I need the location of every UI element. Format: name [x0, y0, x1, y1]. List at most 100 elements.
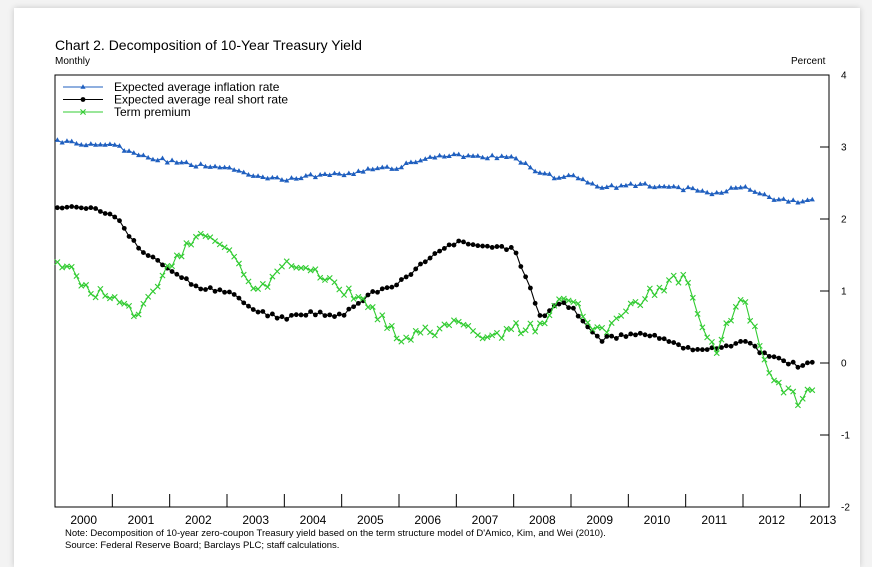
data-point	[523, 160, 529, 166]
legend-entry: Expected average inflation rate	[63, 80, 280, 94]
data-point	[393, 335, 400, 342]
data-point	[279, 177, 285, 182]
data-point	[642, 332, 648, 338]
data-point	[666, 184, 672, 189]
x-tick-label: 2001	[128, 513, 155, 527]
data-point	[480, 243, 486, 249]
data-point	[566, 305, 572, 311]
data-point	[126, 302, 133, 309]
data-point	[321, 276, 328, 283]
data-point	[408, 159, 414, 165]
data-point	[355, 300, 361, 306]
data-point	[484, 334, 491, 341]
data-point	[790, 197, 796, 203]
data-point	[231, 167, 237, 172]
data-point	[59, 139, 65, 145]
data-point	[637, 302, 644, 309]
data-point	[331, 170, 338, 176]
data-point	[327, 172, 333, 178]
data-point	[394, 282, 400, 288]
data-point	[747, 340, 753, 346]
data-point	[561, 300, 567, 306]
data-point	[370, 289, 376, 294]
data-point	[235, 260, 242, 267]
series-line	[57, 205, 813, 368]
data-point	[202, 163, 209, 169]
data-point	[441, 321, 448, 328]
legend-marker	[80, 109, 86, 115]
data-point	[59, 264, 66, 271]
data-point	[775, 379, 782, 386]
data-point	[537, 170, 543, 175]
x-tick-label: 2008	[529, 513, 556, 527]
data-point	[174, 271, 180, 277]
data-point	[226, 289, 232, 295]
x-tick-label: 2013	[810, 513, 837, 527]
data-point	[88, 141, 94, 146]
data-point	[293, 264, 300, 271]
data-point	[718, 336, 725, 343]
x-axis: 2000 2001 2002 2003 2004 2005 2006 2007 2008 2009…	[54, 494, 837, 527]
data-point	[289, 312, 294, 318]
data-point	[269, 311, 275, 317]
data-point	[517, 330, 524, 337]
data-point	[646, 285, 653, 292]
data-point	[499, 243, 505, 249]
data-point	[365, 292, 371, 298]
data-point	[117, 218, 122, 224]
data-point	[54, 137, 60, 142]
data-point	[116, 299, 123, 306]
data-point	[245, 172, 252, 177]
data-point	[83, 206, 89, 211]
x-tick-label: 2007	[472, 513, 499, 527]
data-point	[527, 320, 534, 327]
data-point	[771, 354, 777, 360]
data-point	[609, 182, 615, 188]
data-point	[747, 187, 753, 192]
data-point	[212, 238, 219, 245]
data-point	[369, 303, 376, 310]
data-point	[403, 334, 410, 341]
data-point	[556, 296, 563, 303]
data-point	[761, 356, 768, 363]
data-point	[771, 377, 778, 384]
x-tick-label: 2005	[357, 513, 384, 527]
data-point	[207, 285, 213, 291]
data-point	[97, 285, 104, 292]
data-point	[88, 205, 94, 211]
data-point	[804, 386, 811, 393]
data-point	[54, 205, 60, 211]
data-point	[513, 320, 520, 327]
data-point	[149, 288, 156, 295]
data-point	[613, 336, 619, 341]
data-point	[260, 309, 266, 314]
data-point	[183, 276, 189, 282]
data-point	[198, 286, 204, 292]
data-point	[418, 261, 423, 267]
data-point	[226, 247, 233, 254]
data-point	[331, 279, 338, 286]
data-point	[231, 292, 237, 297]
data-point	[737, 296, 744, 303]
data-point	[408, 272, 414, 277]
data-point	[355, 293, 362, 300]
data-point	[164, 159, 170, 165]
data-point	[394, 166, 400, 171]
data-point	[332, 314, 337, 319]
data-point	[250, 307, 256, 312]
data-point	[623, 182, 629, 188]
data-point	[809, 387, 816, 394]
x-tick-label: 2000	[70, 513, 97, 527]
data-point	[293, 312, 299, 318]
data-point	[594, 183, 600, 189]
data-point	[470, 327, 477, 334]
data-point	[742, 183, 748, 189]
series-circle	[54, 204, 815, 370]
data-point	[451, 151, 457, 157]
data-point	[450, 317, 457, 324]
data-point	[642, 180, 648, 186]
data-point	[121, 225, 127, 231]
x-tick-label: 2009	[586, 513, 613, 527]
x-tick-label: 2010	[644, 513, 671, 527]
data-point	[246, 303, 251, 309]
